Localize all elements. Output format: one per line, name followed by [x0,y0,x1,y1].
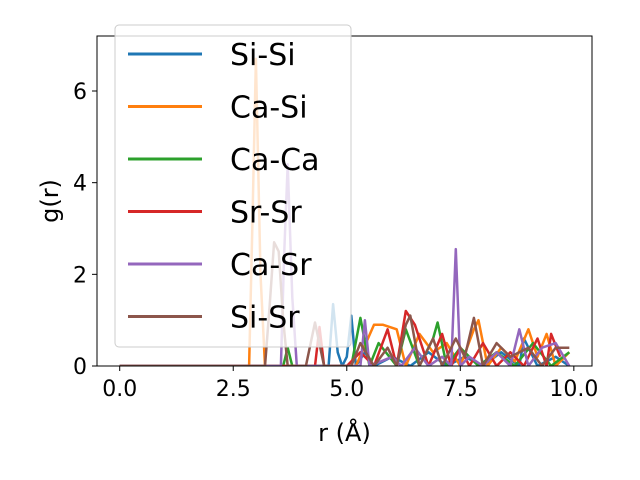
legend-label-si-sr: Si-Sr [230,301,300,336]
y-tick-label: 0 [73,355,87,380]
axis-ticks: 0.0 2.5 5.0 7.5 10.0 0 2 4 6 [73,80,598,402]
y-axis-label: g(r) [36,179,64,223]
series-line-ca-ca [119,316,571,366]
legend-label-ca-ca: Ca-Ca [230,143,320,178]
legend-label-ca-si: Ca-Si [230,91,308,126]
x-tick-label: 5.0 [329,377,364,402]
x-axis-label: r (Å) [318,418,371,447]
x-tick-label: 7.5 [443,377,478,402]
y-tick-label: 4 [73,172,87,197]
x-tick-label: 0.0 [102,377,137,402]
x-tick-label: 2.5 [216,377,251,402]
y-tick-label: 6 [73,80,87,105]
x-tick-label: 10.0 [549,377,598,402]
legend-label-ca-sr: Ca-Sr [230,248,312,283]
legend: Si-Si Ca-Si Ca-Ca Sr-Sr Ca-Sr Si-Sr [114,24,352,348]
legend-box [114,24,352,348]
legend-label-sr-sr: Sr-Sr [230,196,302,231]
y-tick-label: 2 [73,263,87,288]
legend-label-si-si: Si-Si [230,38,296,73]
